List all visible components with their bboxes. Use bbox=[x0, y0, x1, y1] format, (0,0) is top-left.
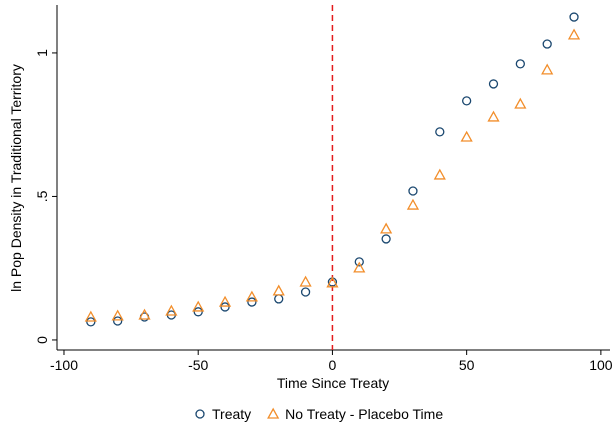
x-tick-label: 0 bbox=[329, 357, 337, 373]
triangle-marker bbox=[380, 222, 393, 234]
triangle-marker bbox=[245, 290, 258, 302]
circle-marker bbox=[381, 234, 391, 244]
circle-marker bbox=[515, 59, 525, 69]
circle-marker bbox=[488, 79, 499, 89]
circle-marker bbox=[247, 297, 257, 307]
y-tick-label: .5 bbox=[34, 190, 50, 202]
triangle-marker bbox=[406, 198, 420, 210]
circle-marker bbox=[220, 302, 230, 312]
triangle-marker bbox=[433, 168, 446, 180]
triangle-marker bbox=[165, 304, 178, 316]
circle-marker bbox=[569, 12, 579, 22]
triangle-marker bbox=[299, 275, 312, 287]
x-tick-label: -50 bbox=[188, 357, 208, 373]
y-tick-label: 1 bbox=[34, 49, 50, 57]
circle-marker bbox=[408, 186, 418, 196]
circle-marker bbox=[354, 257, 364, 267]
circle-marker bbox=[461, 96, 472, 106]
circle-marker bbox=[435, 127, 445, 137]
triangle-marker bbox=[353, 261, 366, 273]
x-tick-label: 100 bbox=[589, 357, 613, 373]
triangle-marker bbox=[272, 284, 285, 296]
circle-marker bbox=[113, 316, 123, 326]
triangle-marker bbox=[192, 300, 205, 312]
triangle-marker bbox=[111, 309, 124, 321]
triangle-marker bbox=[567, 28, 581, 40]
x-tick-label: -100 bbox=[50, 357, 78, 373]
circle-marker bbox=[274, 294, 284, 304]
triangle-marker bbox=[218, 295, 232, 307]
triangle-marker bbox=[541, 63, 554, 75]
legend-marker bbox=[267, 407, 280, 419]
circle-marker bbox=[86, 317, 96, 327]
circle-marker bbox=[193, 307, 203, 317]
x-axis-label: Time Since Treaty bbox=[277, 375, 389, 391]
circle-marker bbox=[542, 39, 552, 49]
x-tick-label: 50 bbox=[459, 357, 475, 373]
legend-label: No Treaty - Placebo Time bbox=[285, 406, 443, 422]
circle-marker bbox=[300, 287, 311, 297]
triangle-marker bbox=[487, 110, 500, 122]
triangle-marker bbox=[138, 308, 151, 320]
triangle-marker bbox=[514, 97, 527, 109]
legend-marker bbox=[195, 409, 205, 419]
triangle-marker bbox=[84, 310, 97, 322]
legend-label: Treaty bbox=[212, 406, 251, 422]
y-tick-label: 0 bbox=[34, 336, 50, 344]
triangle-marker bbox=[326, 276, 339, 288]
triangle-marker bbox=[460, 130, 473, 142]
y-axis-label: ln Pop Density in Traditional Territory bbox=[8, 64, 24, 292]
